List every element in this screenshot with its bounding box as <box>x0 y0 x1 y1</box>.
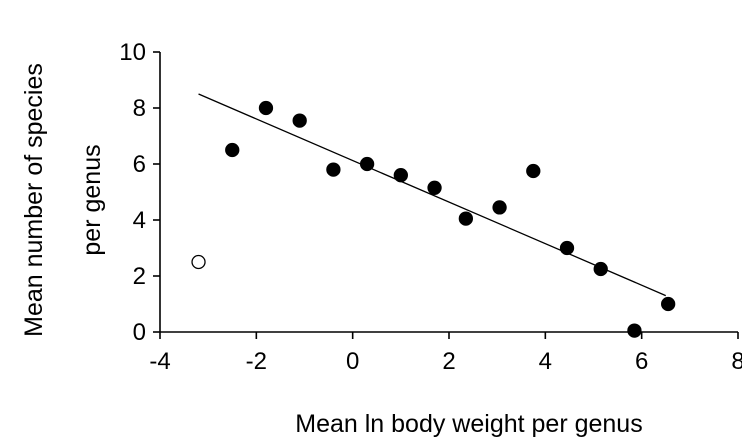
axis-titles: Mean ln body weight per genus Mean numbe… <box>20 63 643 438</box>
ticks <box>153 51 739 339</box>
x-tick-label: -2 <box>246 348 267 375</box>
y-tick-label: 8 <box>133 95 146 122</box>
trendline <box>198 93 667 297</box>
y-tick-label: 4 <box>133 207 146 234</box>
data-point <box>627 323 642 338</box>
data-point <box>427 180 442 195</box>
x-tick-label: 4 <box>539 348 552 375</box>
x-tick-label: 8 <box>731 348 742 375</box>
data-point-open <box>191 254 206 270</box>
data-point <box>526 163 541 179</box>
data-point <box>393 168 408 183</box>
data-point <box>225 142 240 158</box>
data-point <box>292 113 307 128</box>
data-point <box>258 100 274 116</box>
y-tick-label: 0 <box>133 319 146 346</box>
data-point <box>326 162 341 177</box>
data-point <box>492 200 507 215</box>
x-axis-title: Mean ln body weight per genus <box>295 410 642 438</box>
tick-labels: 0 2 4 6 8 10 -4 -2 0 2 4 6 8 <box>119 39 742 375</box>
x-tick-label: 2 <box>442 348 455 375</box>
data-point <box>359 156 375 172</box>
y-axis-title-line-2: per genus <box>78 144 106 255</box>
x-tick-label: -4 <box>149 348 170 375</box>
y-tick-label: 2 <box>133 263 146 290</box>
data-point <box>458 211 474 226</box>
y-tick-label: 10 <box>119 39 146 66</box>
trendline-layer <box>198 93 667 297</box>
x-tick-label: 6 <box>635 348 648 375</box>
data-point <box>559 240 575 256</box>
points-layer <box>191 100 676 338</box>
y-axis-title-line-1: Mean number of species <box>20 63 48 337</box>
data-point <box>661 296 676 312</box>
data-point <box>593 261 608 277</box>
y-tick-label: 6 <box>133 151 146 178</box>
x-tick-label: 0 <box>346 348 359 375</box>
